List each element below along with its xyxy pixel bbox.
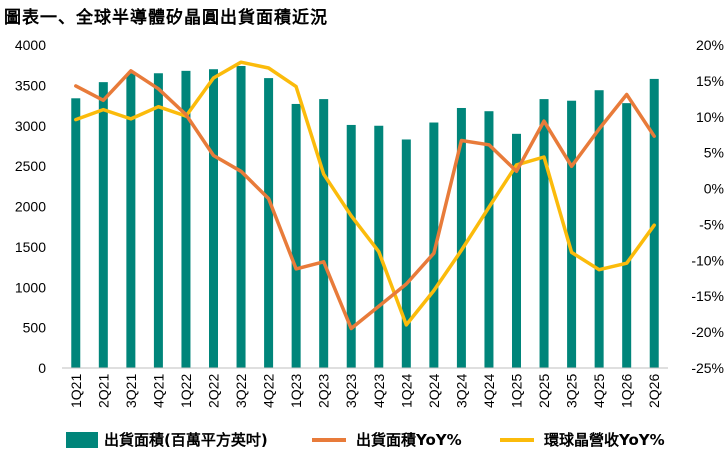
chart-title: 圖表一、全球半導體矽晶圓出貨面積近況: [4, 8, 328, 28]
x-tick-label: 1Q25: [509, 374, 525, 408]
x-tick-label: 4Q24: [481, 374, 497, 408]
x-tick-label: 1Q24: [398, 374, 414, 408]
legend-label: 出貨面積YoY%: [356, 431, 462, 449]
y-left-tick-label: 2000: [15, 199, 46, 215]
x-tick-label: 1Q21: [68, 374, 84, 408]
x-tick-label: 4Q21: [150, 374, 166, 408]
bar: [98, 82, 108, 369]
x-tick-label: 4Q22: [261, 374, 277, 408]
x-tick-label: 2Q26: [646, 374, 662, 408]
x-tick-label: 2Q22: [206, 374, 222, 408]
bar: [484, 111, 494, 368]
bar: [126, 73, 136, 368]
y-right-tick-label: -25%: [691, 360, 724, 376]
bar: [512, 133, 521, 368]
x-tick-label: 3Q22: [233, 374, 249, 408]
bar: [567, 100, 577, 368]
revenue-yoy-line: [74, 60, 656, 327]
bar: [401, 139, 411, 368]
x-tick-label: 2Q23: [316, 374, 332, 408]
y-right-tick-label: 20%: [696, 37, 724, 53]
bar: [153, 73, 163, 368]
bar: [374, 125, 384, 368]
x-tick-label: 3Q25: [564, 374, 580, 408]
y-left-tick-label: 1500: [15, 239, 46, 255]
y-left-tick-label: 3500: [15, 77, 46, 93]
y-left-tick-label: 4000: [15, 37, 46, 53]
legend-label: 出貨面積(百萬平方英吋): [104, 431, 268, 449]
bar: [346, 124, 356, 368]
shipment-yoy-line: [74, 69, 656, 331]
y-left-tick-label: 0: [38, 360, 46, 376]
x-tick-label: 3Q23: [343, 374, 359, 408]
x-tick-label: 2Q21: [95, 374, 111, 408]
bar: [181, 70, 191, 368]
bar: [291, 103, 301, 368]
bar: [539, 99, 549, 368]
y-right-tick-label: 15%: [696, 73, 724, 89]
y-right-tick-label: 5%: [704, 145, 724, 161]
x-tick-label: 3Q24: [453, 374, 469, 408]
x-tick-label: 4Q23: [371, 374, 387, 408]
y-right-tick-label: -10%: [691, 252, 724, 268]
bar: [429, 122, 439, 369]
y-left-tick-label: 3000: [15, 118, 46, 134]
y-right-tick-label: 0%: [704, 181, 724, 197]
x-tick-label: 1Q26: [619, 374, 635, 408]
bar: [594, 90, 604, 368]
y-left-tick-label: 500: [23, 320, 47, 336]
y-right-tick-label: -5%: [699, 216, 724, 232]
x-tick-label: 3Q21: [123, 374, 139, 408]
x-tick-label: 4Q25: [591, 374, 607, 408]
y-right-tick-label: -20%: [691, 324, 724, 340]
bar: [319, 99, 329, 368]
bar: [264, 78, 274, 369]
x-tick-label: 2Q25: [536, 374, 552, 408]
legend-label: 環球晶營收YoY%: [544, 431, 665, 449]
y-right-tick-label: 10%: [696, 109, 724, 125]
y-left-tick-label: 1000: [15, 279, 46, 295]
x-tick-label: 1Q23: [288, 374, 304, 408]
bar: [209, 69, 218, 368]
x-tick-label: 1Q22: [178, 374, 194, 408]
bar: [71, 98, 81, 369]
bar: [236, 65, 246, 369]
bar: [622, 103, 632, 368]
legend-swatch-bar: [66, 432, 98, 448]
x-tick-label: 2Q24: [426, 374, 442, 408]
bar: [456, 107, 466, 369]
y-left-tick-label: 2500: [15, 158, 46, 174]
y-right-tick-label: -15%: [691, 288, 724, 304]
